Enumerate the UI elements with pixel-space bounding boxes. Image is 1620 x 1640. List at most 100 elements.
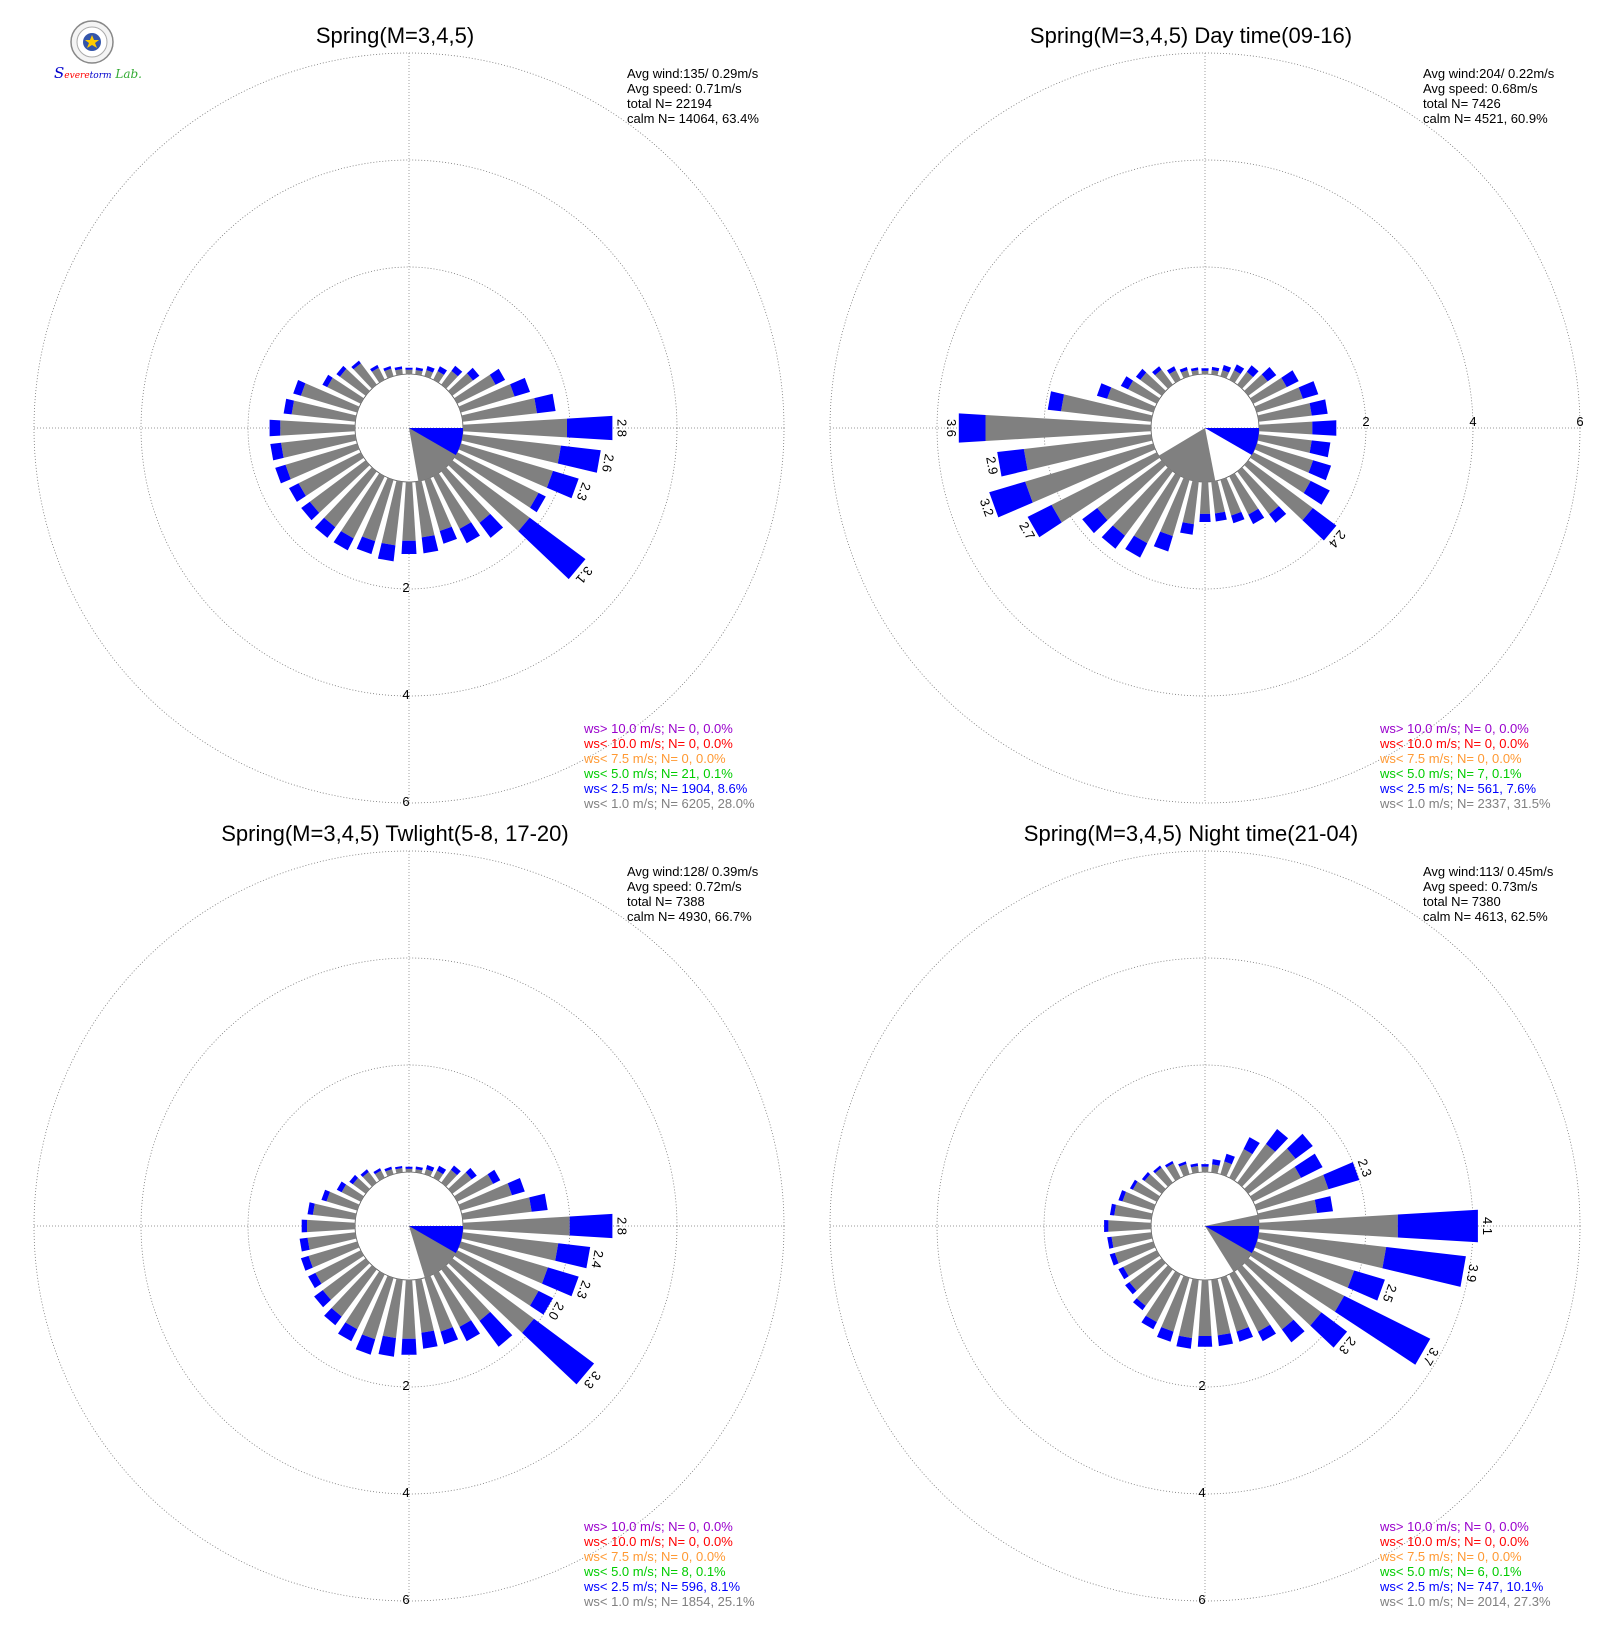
bar-low-speed <box>1082 508 1108 534</box>
bar-calm-speed <box>285 443 360 480</box>
bar-low-speed <box>1027 504 1062 538</box>
bar-calm-speed <box>1128 380 1160 404</box>
bar-low-speed <box>522 1318 595 1385</box>
lab-logo: Severetorm Lab. <box>50 20 142 86</box>
bar-low-speed <box>1281 370 1299 388</box>
bar-low-speed <box>1323 1162 1360 1190</box>
legend-entry: ws< 1.0 m/s; N= 2337, 31.5% <box>1379 796 1551 811</box>
bar-calm-speed <box>395 1168 403 1174</box>
bar-calm-speed <box>1201 370 1209 375</box>
bar-calm-speed <box>1250 1166 1302 1202</box>
stat-line: calm N= 4613, 62.5% <box>1423 909 1548 924</box>
bar-calm-speed <box>405 369 413 375</box>
bar-calm-speed <box>1220 477 1242 516</box>
bar-low-speed <box>336 365 347 377</box>
bar-calm-speed <box>1129 1258 1166 1291</box>
bar-low-speed <box>1129 1179 1138 1190</box>
bar-calm-speed <box>1155 369 1173 389</box>
bar-calm-speed <box>448 373 473 396</box>
bar-calm-speed <box>1107 387 1156 413</box>
bar-low-speed <box>1302 508 1337 541</box>
legend-entry: ws< 10.0 m/s; N= 0, 0.0% <box>1379 736 1529 751</box>
bar-calm-speed <box>353 363 377 389</box>
stat-line: Avg speed: 0.73m/s <box>1423 879 1538 894</box>
bar-low-speed <box>426 1165 435 1172</box>
bar-calm-speed <box>461 398 537 422</box>
bar-low-speed <box>405 1166 413 1169</box>
bar-calm-speed <box>462 418 567 438</box>
bar-low-speed <box>1201 1164 1209 1167</box>
bar-low-speed <box>1309 399 1328 416</box>
bar-calm-speed <box>1211 480 1225 514</box>
bar-value-label: 2.3 <box>1355 1157 1375 1179</box>
bar-low-speed <box>426 366 435 373</box>
bar-calm-speed <box>1201 1166 1209 1173</box>
bar-calm-speed <box>441 1265 491 1321</box>
stat-line: Avg speed: 0.68m/s <box>1423 81 1538 96</box>
bar-calm-speed <box>1136 1265 1173 1306</box>
bar-low-speed <box>450 1165 461 1176</box>
bar-calm-speed <box>308 1241 360 1268</box>
bar-calm-speed <box>415 370 423 376</box>
bar-calm-speed <box>1220 1161 1232 1177</box>
bar-low-speed <box>384 1166 392 1172</box>
bar-low-speed <box>1312 420 1337 436</box>
bar-low-speed <box>1118 1190 1126 1202</box>
grid-ring <box>829 850 1581 1602</box>
legend-entry: ws< 5.0 m/s; N= 7, 0.1% <box>1379 766 1522 781</box>
bar-calm-speed <box>461 1197 532 1220</box>
bar-calm-speed <box>339 368 370 396</box>
stat-line: total N= 7380 <box>1423 894 1501 909</box>
bar-value-label: 2.8 <box>614 1217 629 1235</box>
mean-wind-blue-wedge <box>409 1226 464 1253</box>
bar-low-speed <box>370 364 379 372</box>
bar-calm-speed <box>462 1216 570 1236</box>
legend-entry: ws< 7.5 m/s; N= 0, 0.0% <box>1379 1549 1522 1564</box>
bar-low-speed <box>479 513 504 538</box>
stat-line: Avg wind:113/ 0.45m/s <box>1423 864 1554 879</box>
grid-ring <box>33 52 785 804</box>
bar-low-speed <box>1153 531 1173 552</box>
bar-low-speed <box>569 1213 613 1239</box>
bar-low-speed <box>321 1189 330 1202</box>
bar-calm-speed <box>1244 374 1268 396</box>
stat-line: calm N= 14064, 63.4% <box>627 111 759 126</box>
bar-calm-speed <box>1237 371 1254 389</box>
legend-entry: ws< 2.5 m/s; N= 747, 10.1% <box>1379 1579 1544 1594</box>
bar-calm-speed <box>1181 370 1190 379</box>
bar-value-label: 2.6 <box>599 453 617 473</box>
bar-value-label: 2.3 <box>574 481 594 503</box>
bar-calm-speed <box>454 1250 539 1306</box>
bar-calm-speed <box>382 1278 403 1339</box>
bar-calm-speed <box>1257 1199 1318 1220</box>
bar-calm-speed <box>1250 1250 1345 1312</box>
bar-calm-speed <box>1254 1174 1329 1211</box>
bar-calm-speed <box>1097 460 1166 521</box>
bar-low-speed <box>1153 1165 1162 1174</box>
bar-low-speed <box>1120 376 1134 390</box>
bar-low-speed <box>301 1219 307 1233</box>
legend-entry: ws< 2.5 m/s; N= 1904, 8.6% <box>583 781 748 796</box>
bar-calm-speed <box>291 400 357 422</box>
bar-low-speed <box>314 1290 331 1308</box>
bar-calm-speed <box>371 367 385 383</box>
panel-title: Spring(M=3,4,5) Day time(09-16) <box>1030 23 1352 48</box>
bar-calm-speed <box>458 384 515 413</box>
legend-entry: ws< 10.0 m/s; N= 0, 0.0% <box>1379 1534 1529 1549</box>
bar-calm-speed <box>1254 1241 1355 1288</box>
bar-low-speed <box>451 365 463 377</box>
bar-low-speed <box>507 1178 525 1196</box>
bar-low-speed <box>338 1322 358 1342</box>
stat-line: Avg wind:204/ 0.22m/s <box>1423 66 1555 81</box>
bar-low-speed <box>1133 1298 1146 1311</box>
bar-low-speed <box>301 501 320 521</box>
bar-calm-speed <box>433 1271 472 1327</box>
stat-line: Avg wind:135/ 0.29m/s <box>627 66 759 81</box>
bar-calm-speed <box>424 477 452 531</box>
legend-entry: ws> 10.0 m/s; N= 0, 0.0% <box>1379 1519 1529 1534</box>
bar-low-speed <box>1141 1172 1151 1181</box>
bar-low-speed <box>299 1237 310 1252</box>
bar-low-speed <box>1217 1333 1233 1347</box>
wind-rose-panel-2: 2 4 6 Spring(M=3,4,5) Day time(09-16) Avg wi… <box>829 23 1584 811</box>
bar-low-speed <box>360 1169 369 1177</box>
